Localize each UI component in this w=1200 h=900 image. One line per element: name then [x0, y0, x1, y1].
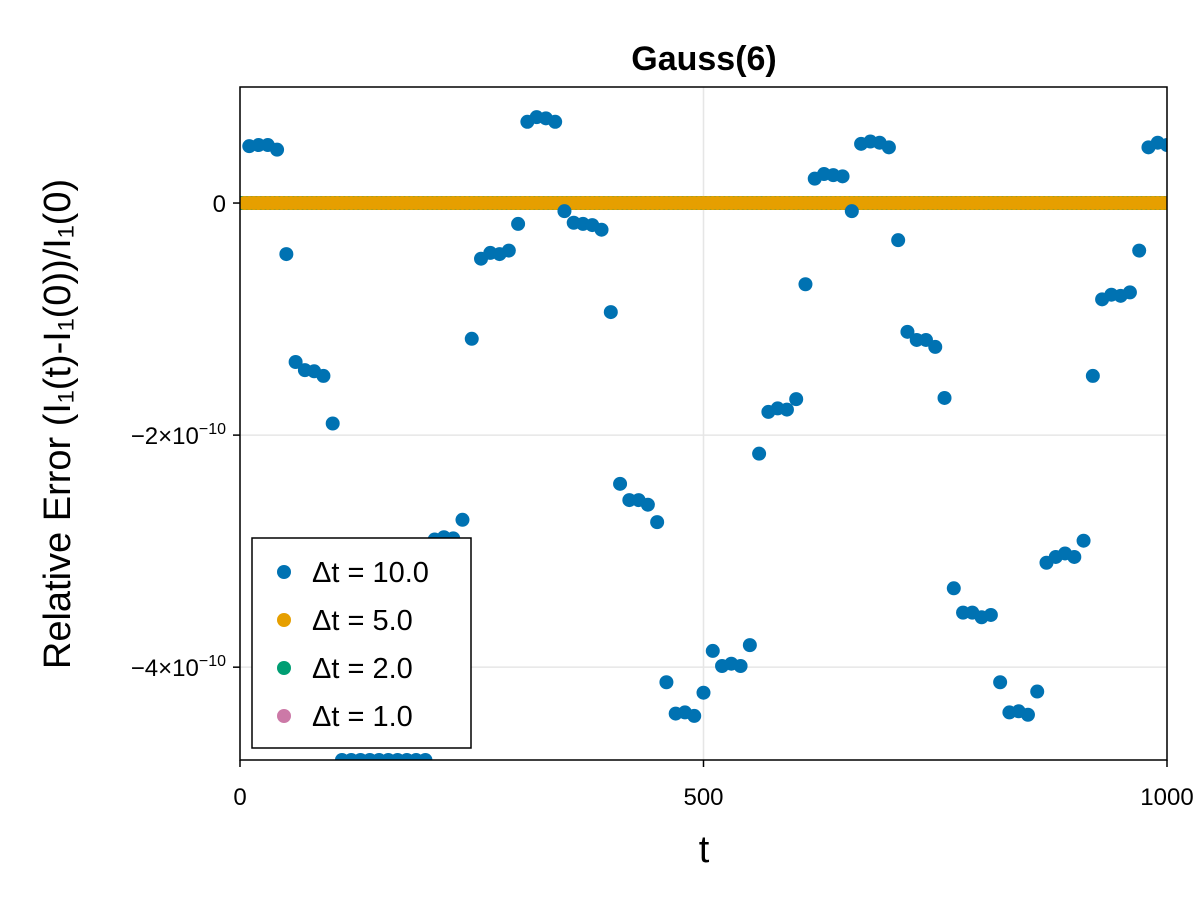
point-series-dt-100	[983, 607, 998, 622]
point-series-dt-100	[316, 368, 331, 383]
y-tick-label: −4×10−10	[131, 653, 226, 682]
point-series-dt-100	[613, 476, 628, 491]
point-series-dt-100	[659, 675, 674, 690]
point-series-dt-100	[288, 355, 303, 370]
point-series-dt-100	[696, 685, 711, 700]
point-series-dt-100	[557, 204, 572, 219]
legend-entry-label: Δt = 2.0	[312, 653, 413, 685]
point-series-dt-100	[900, 324, 915, 339]
point-series-dt-100	[881, 140, 896, 155]
legend-entry-label: Δt = 1.0	[312, 701, 413, 733]
point-series-dt-100	[511, 216, 526, 231]
point-series-dt-100	[455, 512, 470, 527]
point-series-dt-100	[891, 233, 906, 248]
point-series-dt-100	[779, 402, 794, 417]
chart-title: Gauss(6)	[631, 40, 777, 78]
point-series-dt-50	[1160, 196, 1167, 211]
point-series-dt-100	[1122, 285, 1137, 300]
point-series-dt-100	[789, 392, 804, 407]
point-series-dt-100	[501, 243, 516, 258]
legend-marker	[277, 709, 291, 723]
point-series-dt-100	[325, 416, 340, 431]
legend-marker	[277, 613, 291, 627]
y-tick-label: −2×10−10	[131, 421, 226, 450]
x-axis-ticks: 0 500 1000	[233, 760, 1194, 811]
legend: Δt = 10.0 Δt = 5.0 Δt = 2.0 Δt = 1.0	[251, 537, 472, 749]
x-tick-label: 500	[683, 784, 723, 811]
point-series-dt-100	[798, 277, 813, 292]
point-series-dt-100	[594, 222, 609, 237]
data-marks	[240, 110, 1167, 760]
point-series-dt-100	[937, 390, 952, 405]
point-series-dt-100	[1076, 533, 1091, 548]
point-series-dt-100	[705, 643, 720, 658]
point-series-dt-100	[1132, 243, 1147, 258]
point-series-dt-100	[418, 753, 433, 760]
point-series-dt-100	[835, 169, 850, 184]
point-series-dt-100	[844, 204, 859, 219]
y-axis-label: Relative Error (I₁(t)-I₁(0))/I₁(0)	[37, 179, 79, 669]
point-series-dt-100	[270, 142, 285, 157]
point-series-dt-100	[687, 708, 702, 723]
y-tick-label: 0	[213, 191, 226, 218]
point-series-dt-100	[1085, 368, 1100, 383]
point-series-dt-100	[928, 339, 943, 354]
x-axis-label: t	[699, 829, 710, 871]
point-series-dt-100	[993, 675, 1008, 690]
point-series-dt-100	[946, 581, 961, 596]
point-series-dt-100	[640, 497, 655, 512]
point-series-dt-100	[752, 446, 767, 461]
point-series-dt-100	[603, 305, 618, 320]
point-series-dt-100	[733, 659, 748, 674]
point-series-dt-100	[1160, 138, 1167, 153]
x-tick-label: 1000	[1140, 784, 1193, 811]
point-series-dt-100	[1067, 549, 1082, 564]
legend-marker	[277, 565, 291, 579]
point-series-dt-100	[464, 331, 479, 346]
point-series-dt-100	[279, 247, 294, 262]
legend-marker	[277, 661, 291, 675]
point-series-dt-100	[1030, 684, 1045, 699]
x-tick-label: 0	[233, 784, 246, 811]
point-series-dt-100	[548, 114, 563, 129]
point-series-dt-100	[1020, 707, 1035, 722]
point-series-dt-100	[742, 638, 757, 653]
legend-entry-label: Δt = 5.0	[312, 605, 413, 637]
legend-entry-label: Δt = 10.0	[312, 557, 429, 589]
point-series-dt-100	[650, 515, 665, 530]
y-axis-ticks: 0 −2×10−10 −4×10−10	[131, 191, 240, 682]
plot-area	[239, 86, 1168, 761]
